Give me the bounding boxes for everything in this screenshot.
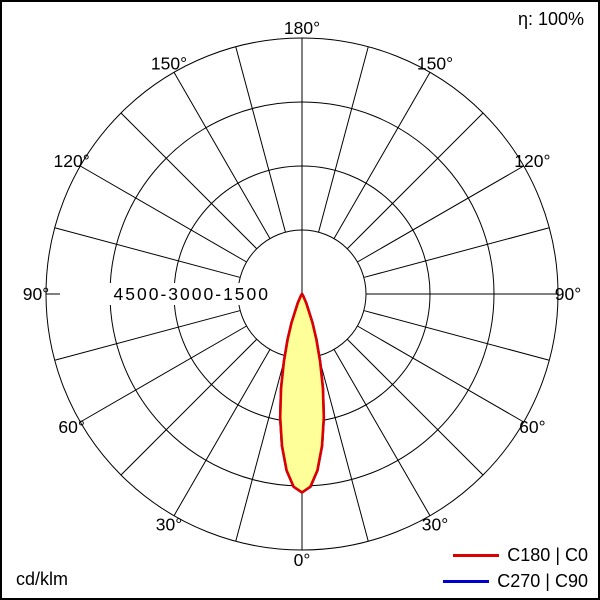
grid-spoke	[346, 112, 484, 250]
grid-spoke	[357, 325, 524, 423]
angle-label: 0°	[294, 550, 311, 570]
grid-spoke	[235, 355, 286, 542]
legend-line-c270-c90	[443, 580, 490, 583]
grid-spoke	[54, 310, 241, 361]
angle-label: 60°	[519, 417, 545, 437]
angle-label: 120°	[54, 151, 90, 171]
grid-spoke	[333, 72, 431, 239]
grid-spoke	[363, 310, 550, 361]
grid-spoke	[318, 355, 369, 542]
grid-spoke	[318, 46, 369, 233]
angle-label: 180°	[284, 18, 320, 38]
grid-spoke	[80, 165, 247, 263]
angle-label: 150°	[151, 54, 187, 74]
angle-label: 90°	[555, 284, 581, 304]
grid-spoke	[333, 349, 431, 516]
angle-label: 30°	[422, 514, 448, 534]
radial-scale-bg	[60, 283, 270, 305]
legend-line-c180-c0	[453, 554, 500, 557]
grid-spoke	[173, 349, 271, 516]
series-c180-c0	[278, 292, 326, 494]
legend-item-c180-c0: C180 | C0	[443, 545, 588, 566]
grid-spoke	[235, 46, 286, 233]
angle-label: 60°	[58, 417, 84, 437]
angle-label: 30°	[156, 514, 182, 534]
grid-spoke	[363, 227, 550, 278]
grid-spoke	[173, 72, 271, 239]
angle-label: 90°	[23, 284, 49, 304]
angle-label: 120°	[514, 151, 550, 171]
radial-scale-label: 4500-3000-1500	[114, 284, 270, 304]
legend-label-c270-c90: C270 | C90	[497, 571, 588, 591]
grid-spoke	[80, 325, 247, 423]
grid-spoke	[346, 338, 484, 476]
unit-label: cd/klm	[16, 569, 69, 589]
legend: C180 | C0 C270 | C90	[443, 545, 588, 592]
grid-spoke	[120, 112, 258, 250]
grid-spoke	[54, 227, 241, 278]
angle-label: 150°	[417, 54, 453, 74]
legend-label-c180-c0: C180 | C0	[507, 545, 588, 565]
efficiency-label: η: 100%	[517, 9, 584, 29]
grid-spoke	[120, 338, 258, 476]
grid-spoke	[357, 165, 524, 263]
legend-item-c270-c90: C270 | C90	[443, 571, 588, 592]
